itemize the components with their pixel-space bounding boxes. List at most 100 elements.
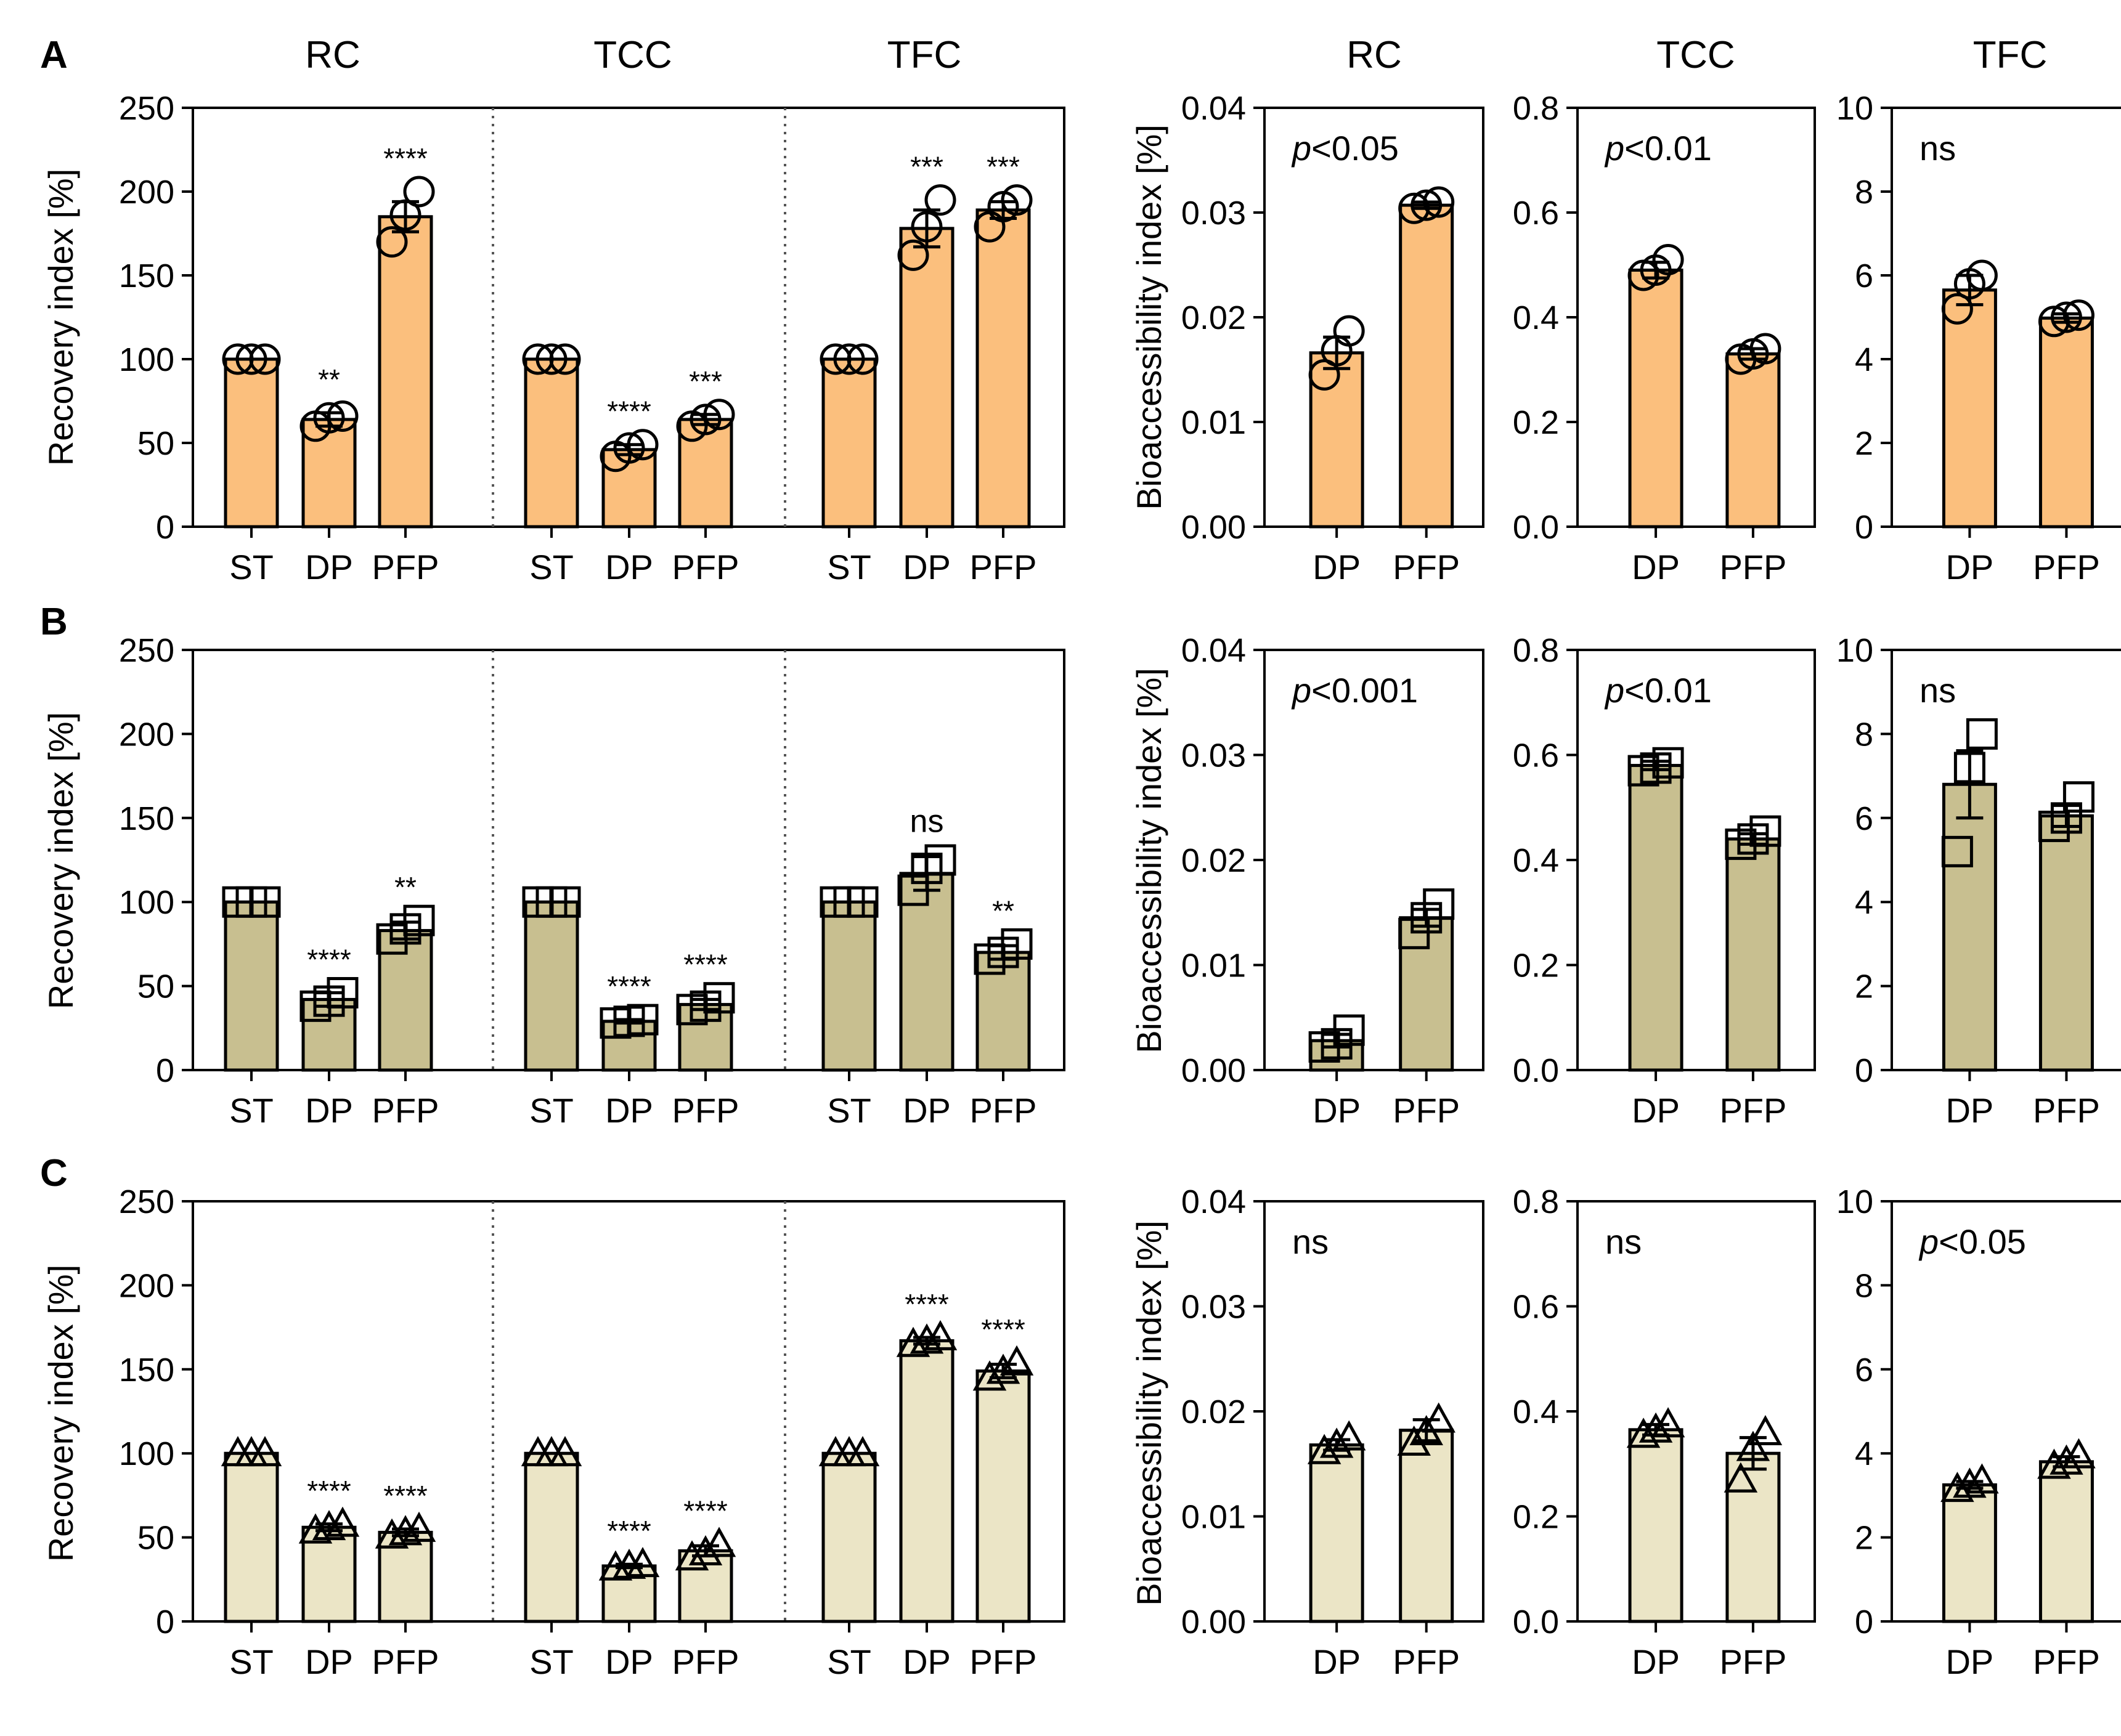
panel-c-bio-rc-bar-dp xyxy=(1309,1443,1364,1623)
panel-c-xtick-label-0-0: ST xyxy=(229,1642,274,1681)
recovery-ylabel-b: Recovery index [%] xyxy=(41,712,80,1009)
panel-c-point-tcc-2-1 xyxy=(688,1535,723,1566)
panel-b-xtick-label-0-1: DP xyxy=(305,1091,353,1130)
panel-c-bio-tcc-ytick-label-2: 0.4 xyxy=(1513,1393,1559,1430)
panel-a-point-rc-0-1 xyxy=(235,343,267,375)
panel-c-bio-tcc-point-1-2 xyxy=(1748,1414,1783,1445)
panel-c-xtick-label-0-1: DP xyxy=(305,1642,353,1681)
panel-c-bio-tfc-annotation-value: <0.05 xyxy=(1939,1222,2026,1261)
panel-b-ytick-label-1: 50 xyxy=(137,968,174,1005)
panel-a-bar-tcc-st xyxy=(524,357,579,529)
panel-a-point-tcc-1-2 xyxy=(627,429,659,461)
panel-a-bio-rc-ytick-label-4: 0.04 xyxy=(1181,90,1246,127)
panel-a-bio-rc-point-1-2 xyxy=(1423,186,1455,218)
panel-b-bio-rc-bar-pfp xyxy=(1399,916,1454,1072)
panel-a-bio-tfc-point-1-2 xyxy=(2062,299,2095,331)
panel-a-point-rc-1-2 xyxy=(327,400,359,432)
panel-c-bio-rc-point-0-0 xyxy=(1307,1434,1341,1464)
panel-a-xtick-label-1-2: PFP xyxy=(672,548,739,586)
panel-a-bio-tcc-ytick-label-0: 0.0 xyxy=(1513,509,1559,546)
panel-c-bio-tfc-point-0-0 xyxy=(1940,1472,1974,1503)
panel-b-point-rc-0-2 xyxy=(249,886,281,918)
panel-b-sig-label-tfc-1: ns xyxy=(910,804,944,840)
panel-c-ytick-label-4: 200 xyxy=(119,1267,174,1304)
panel-c-bio-tfc-ytick-label-1: 2 xyxy=(1855,1520,1873,1557)
panel-c-bio-tfc-point-0-1 xyxy=(1953,1467,1987,1498)
panel-b-bio-tfc-bar-dp xyxy=(1942,782,1997,1072)
recovery-ylabel-c: Recovery index [%] xyxy=(41,1265,80,1562)
panel-c-ytick-label-0: 0 xyxy=(156,1604,174,1641)
panel-b-bio-rc-ytick-label-3: 0.03 xyxy=(1181,737,1246,774)
panel-a-point-tfc-2-2 xyxy=(1001,184,1033,216)
panel-b-bio-rc-ytick-label-2: 0.02 xyxy=(1181,842,1246,879)
panel-a-bar-rc-pfp xyxy=(378,215,433,529)
panel-a-bio-tfc-annotation-value: ns xyxy=(1919,129,1956,168)
panel-a-xtick-label-1-0: ST xyxy=(529,548,574,586)
panel-b-xtick-label-2-2: PFP xyxy=(970,1091,1037,1130)
panel-c-point-rc-1-0 xyxy=(298,1513,333,1544)
panel-a-bio-rc-ytick-label-3: 0.03 xyxy=(1181,195,1246,232)
panel-a-bio-tfc-ytick-label-4: 8 xyxy=(1855,174,1873,211)
panel-c-ytick-label-5: 250 xyxy=(119,1183,174,1220)
panel-a-xtick-label-0-0: ST xyxy=(229,548,274,586)
panel-a-sig-label-rc-1: ** xyxy=(318,363,340,395)
panel-a-point-rc-1-1 xyxy=(313,402,345,434)
panel-c-point-tfc-1-1 xyxy=(910,1323,944,1354)
panel-c-bio-tcc-ytick-label-4: 0.8 xyxy=(1513,1183,1559,1220)
panel-a-bio-rc-bar-pfp xyxy=(1399,203,1454,529)
panel-a-ytick-label-5: 250 xyxy=(119,90,174,127)
panel-b-bio-tfc-ytick-label-0: 0 xyxy=(1855,1052,1873,1089)
panel-c-point-tfc-2-0 xyxy=(972,1360,1007,1391)
panel-a-ytick-label-4: 200 xyxy=(119,174,174,211)
panel-a-bio-tcc-annotation-p: p xyxy=(1604,129,1624,168)
panel-a-point-rc-2-2 xyxy=(403,176,435,208)
panel-c-bio-tfc-ytick-label-0: 0 xyxy=(1855,1604,1873,1641)
column-title-rc-recovery: RC xyxy=(305,34,360,76)
panel-c-point-tcc-0-2 xyxy=(548,1436,582,1467)
panel-c-ytick-label-1: 50 xyxy=(137,1520,174,1557)
panel-c-bio-tfc-xtick-label-0: DP xyxy=(1945,1642,1993,1681)
panel-b-bar-rc-st xyxy=(224,900,279,1072)
panel-a-point-tfc-1-1 xyxy=(911,211,943,243)
bio-ylabel-b: Bioaccessibility index [%] xyxy=(1130,668,1168,1053)
panel-b-bio-tcc-ytick-label-3: 0.6 xyxy=(1513,737,1559,774)
panel-c-sig-label-tcc-2: **** xyxy=(683,1495,728,1527)
panel-c-bio-tfc-ytick-label-2: 4 xyxy=(1855,1435,1873,1472)
panel-a-bar-tcc-pfp xyxy=(678,418,733,529)
bio-ylabel-a: Bioaccessibility index [%] xyxy=(1130,124,1168,510)
panel-c-bio-tcc-point-0-0 xyxy=(1626,1418,1661,1448)
panel-c-bio-tcc-bar-dp xyxy=(1628,1428,1683,1623)
panel-b-bio-tcc-point-1-1 xyxy=(1737,823,1769,855)
panel-b-bio-tcc-point-0-2 xyxy=(1652,747,1684,779)
panel-a-bio-tcc-bar-pfp xyxy=(1725,352,1781,529)
panel-c-point-rc-0-2 xyxy=(248,1436,282,1467)
panel-c-bio-tfc-point-1-1 xyxy=(2050,1444,2083,1475)
panel-a-point-tcc-2-1 xyxy=(690,404,722,436)
panel-c-sig-label-tcc-1: **** xyxy=(607,1515,651,1547)
panel-a-bio-tcc-ytick-label-3: 0.6 xyxy=(1513,195,1559,232)
panel-b-point-tfc-1-2 xyxy=(924,844,956,876)
panel-c-bio-tfc-point-0-2 xyxy=(1965,1463,1999,1494)
panel-b-bio-tcc-point-0-0 xyxy=(1627,755,1659,787)
panel-b-bio-tfc-xtick-label-0: DP xyxy=(1945,1091,1993,1130)
panel-a-sig-label-tcc-1: **** xyxy=(607,395,651,428)
panel-b-bio-rc-annotation-value: <0.001 xyxy=(1311,671,1418,710)
panel-a-bio-rc-point-0-2 xyxy=(1333,315,1365,347)
panel-b-bio-rc-point-0-2 xyxy=(1333,1014,1365,1046)
panel-b-point-tfc-0-2 xyxy=(847,886,879,918)
panel-c-sig-label-rc-2: **** xyxy=(383,1480,428,1512)
panel-c-bio-tcc-annotation: ns xyxy=(1605,1222,1642,1261)
panel-c-bio-tfc-bar-pfp xyxy=(2038,1460,2094,1623)
panel-c-bio-rc-point-0-2 xyxy=(1332,1420,1366,1451)
panel-a-xtick-label-0-2: PFP xyxy=(372,548,439,586)
panel-b-ytick-label-5: 250 xyxy=(119,632,174,669)
panel-b-bio-rc-point-0-0 xyxy=(1308,1031,1340,1063)
panel-c-bio-tfc-bar-dp xyxy=(1942,1483,1997,1623)
panel-a-bio-tfc-ytick-label-5: 10 xyxy=(1836,90,1873,127)
panel-c-bio-tcc-ytick-label-0: 0.0 xyxy=(1513,1604,1559,1641)
panel-a-point-tcc-2-2 xyxy=(703,399,735,431)
panel-b-bio-tcc-bar-dp xyxy=(1628,764,1683,1072)
panel-a-ytick-label-1: 50 xyxy=(137,425,174,462)
